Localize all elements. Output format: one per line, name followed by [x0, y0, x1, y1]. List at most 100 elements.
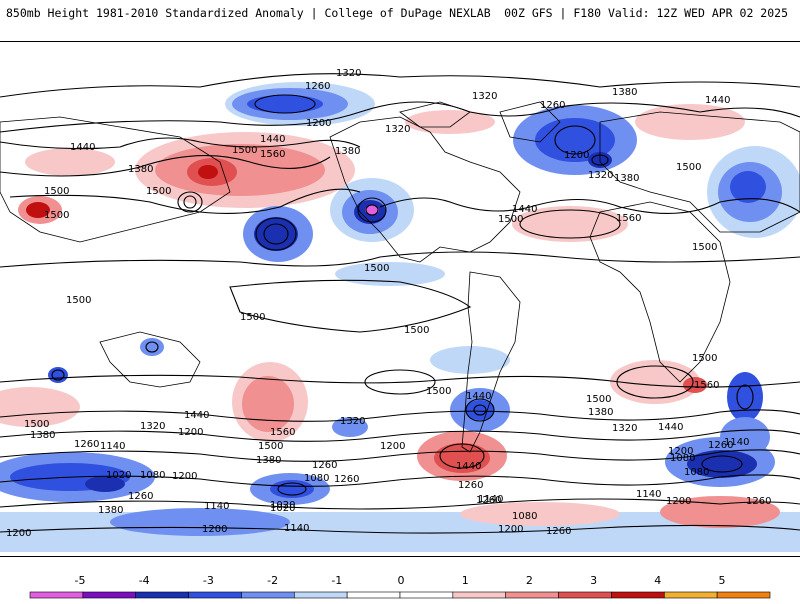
contour-label: 1440	[260, 134, 285, 145]
map-title: 850mb Height 1981-2010 Standardized Anom…	[6, 6, 491, 20]
contour-label: 1320	[588, 170, 613, 181]
anomaly-colorbar: -5 -4 -3 -2 -1 0 1 2 3 4 5	[0, 560, 800, 600]
contour-label: 1140	[284, 523, 309, 534]
colorbar-swatch	[558, 591, 612, 599]
colorbar-svg: -5 -4 -3 -2 -1 0 1 2 3 4 5	[29, 574, 771, 599]
coastlines	[0, 101, 800, 453]
contour-label: 1320	[612, 423, 637, 434]
colorbar-swatch	[241, 591, 295, 599]
contour-label: 1200	[202, 524, 227, 535]
map-canvas: 1320 1260 1200 1320 1320 1260 1380 1440 …	[0, 68, 800, 552]
contour-label: 1380	[98, 505, 123, 516]
contour-label: 1440	[658, 422, 683, 433]
contour-label: 1260	[74, 439, 99, 450]
contour-label: 1560	[694, 380, 719, 391]
colorbar-swatch	[293, 591, 348, 599]
contour-label: 1440	[184, 410, 209, 421]
colorbar-tick-label: 4	[654, 574, 661, 587]
contour-label: 1260	[458, 480, 483, 491]
contour-label: 1500	[240, 312, 265, 323]
colorbar-swatch	[505, 591, 559, 599]
contour-label: 1260	[476, 495, 501, 506]
contour-label: 1560	[616, 213, 641, 224]
colorbar-swatch	[611, 591, 665, 599]
contour-label: 1260	[746, 496, 771, 507]
colorbar-tick-label: -5	[75, 574, 86, 587]
contour-label: 1080	[512, 511, 537, 522]
contour-label: 1200	[172, 471, 197, 482]
colorbar-swatch	[135, 591, 189, 599]
contour-label: 1140	[636, 489, 661, 500]
colorbar-ticks: -5 -4 -3 -2 -1 0 1 2 3 4 5	[75, 574, 726, 587]
model-run-info: 00Z GFS | F180 Valid: 12Z WED APR 02 202…	[504, 6, 788, 20]
contour-label: 1500	[364, 263, 389, 274]
contour-label: 1380	[588, 407, 613, 418]
contour-label: 1380	[335, 146, 360, 157]
colorbar-tick-label: -3	[203, 574, 214, 587]
contour-label: 1380	[612, 87, 637, 98]
contour-label: 1140	[478, 494, 503, 505]
contour-label: 1500	[24, 419, 49, 430]
contour-label: 1020	[270, 503, 295, 514]
contour-label: 1200	[380, 441, 405, 452]
colorbar-swatch	[716, 591, 771, 599]
contour-label: 1440	[705, 95, 730, 106]
contour-label: 1020	[270, 500, 295, 511]
contour-label: 1380	[30, 430, 55, 441]
contour-label: 1260	[546, 526, 571, 537]
contour-label: 1500	[258, 441, 283, 452]
contour-label: 1260	[305, 81, 330, 92]
contour-label: 1200	[306, 118, 331, 129]
contour-label: 1500	[426, 386, 451, 397]
anomaly-shading	[0, 82, 800, 552]
colorbar-tick-label: 2	[526, 574, 533, 587]
colorbar-swatch	[346, 591, 401, 599]
contour-label: 1200	[564, 150, 589, 161]
contour-label: 1320	[140, 421, 165, 432]
contour-label: 1500	[146, 186, 171, 197]
colorbar-tick-label: 5	[719, 574, 726, 587]
contour-label: 1260	[540, 100, 565, 111]
colorbar-swatch	[188, 591, 242, 599]
contour-label: 1260	[708, 440, 733, 451]
contour-label: 1500	[692, 242, 717, 253]
contour-label: 1140	[724, 437, 749, 448]
contour-label: 1200	[666, 496, 691, 507]
contour-label: 1200	[178, 427, 203, 438]
colorbar-swatch	[663, 591, 718, 599]
contour-label: 1320	[340, 416, 365, 427]
contour-label: 1320	[472, 91, 497, 102]
contour-label: 1500	[692, 353, 717, 364]
colorbar-swatch	[452, 591, 507, 599]
contour-label: 1080	[684, 467, 709, 478]
contour-label: 1560	[260, 149, 285, 160]
colorbar-swatch	[29, 591, 84, 599]
height-contours	[0, 73, 800, 534]
contour-label: 1020	[106, 470, 131, 481]
contour-label: 1260	[334, 474, 359, 485]
colorbar-swatch	[399, 591, 454, 599]
contour-label: 1140	[204, 501, 229, 512]
contour-label: 1500	[44, 210, 69, 221]
contour-label: 1380	[256, 455, 281, 466]
contour-label: 1080	[670, 453, 695, 464]
colorbar-tick-label: -2	[267, 574, 278, 587]
contour-label: 1200	[668, 446, 693, 457]
colorbar-tick-label: 1	[462, 574, 469, 587]
contour-label: 1080	[304, 473, 329, 484]
contour-label: 1260	[312, 460, 337, 471]
anomaly-map: 1320 1260 1200 1320 1320 1260 1380 1440 …	[0, 41, 800, 557]
contour-label: 1320	[385, 124, 410, 135]
contour-label: 1080	[140, 470, 165, 481]
contour-label: 1500	[44, 186, 69, 197]
contour-label: 1440	[456, 461, 481, 472]
contour-label: 1200	[6, 528, 31, 539]
contour-label: 1500	[404, 325, 429, 336]
contour-label: 1560	[270, 427, 295, 438]
colorbar-tick-label: 3	[590, 574, 597, 587]
contour-label: 1380	[614, 173, 639, 184]
contour-label: 1200	[498, 524, 523, 535]
contour-label: 1140	[100, 441, 125, 452]
colorbar-segments	[29, 591, 771, 599]
contour-label: 1440	[70, 142, 95, 153]
